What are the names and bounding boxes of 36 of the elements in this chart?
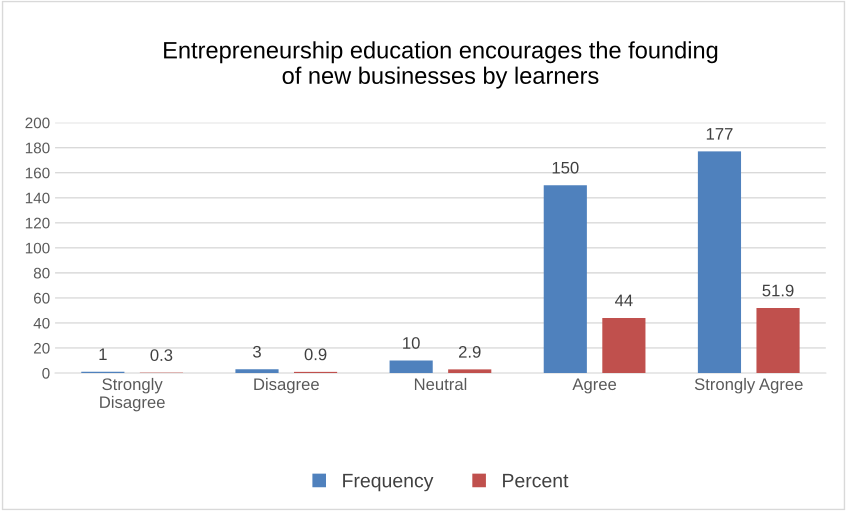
bar	[235, 369, 279, 374]
y-tick-label: 180	[26, 142, 50, 154]
x-tick-label: Neutral	[414, 378, 466, 390]
x-tick-label: Agree	[572, 378, 616, 394]
bar	[448, 369, 492, 374]
data-label: 0.9	[304, 348, 326, 360]
data-label: 150	[552, 162, 579, 174]
data-label: 177	[706, 128, 733, 140]
y-tick-label: 0	[42, 368, 50, 379]
y-tick-label: 100	[26, 242, 50, 254]
y-tick-label: 140	[26, 192, 50, 204]
data-label: 1	[99, 348, 107, 360]
legend-label: Percent	[503, 474, 568, 488]
y-tick-label: 200	[25, 118, 50, 128]
x-tick-label: Disagree	[254, 378, 319, 394]
bar	[390, 360, 433, 374]
bar	[602, 318, 646, 374]
bar	[544, 185, 587, 374]
data-label: 10	[403, 337, 420, 349]
data-label: 51.9	[762, 284, 794, 296]
y-tick-label: 40	[34, 318, 50, 329]
x-tick-label: Strongly Disagree	[100, 378, 165, 412]
legend-label: Frequency	[343, 474, 434, 492]
y-tick-label: 160	[26, 168, 50, 178]
data-label: 0.3	[150, 349, 172, 362]
y-tick-label: 80	[34, 268, 50, 279]
bar	[756, 308, 800, 374]
y-tick-label: 20	[34, 342, 50, 354]
x-tick-label: Strongly Agree	[694, 378, 803, 394]
data-label: 3	[253, 346, 261, 358]
y-tick-label: 60	[34, 292, 50, 304]
data-label: 44	[615, 294, 633, 306]
y-tick-label: 120	[26, 218, 50, 228]
bar	[698, 151, 742, 374]
data-label: 2.9	[458, 346, 481, 358]
chart-title: Entrepreneurship education encourages the founding of new businesses by learners	[164, 41, 718, 89]
